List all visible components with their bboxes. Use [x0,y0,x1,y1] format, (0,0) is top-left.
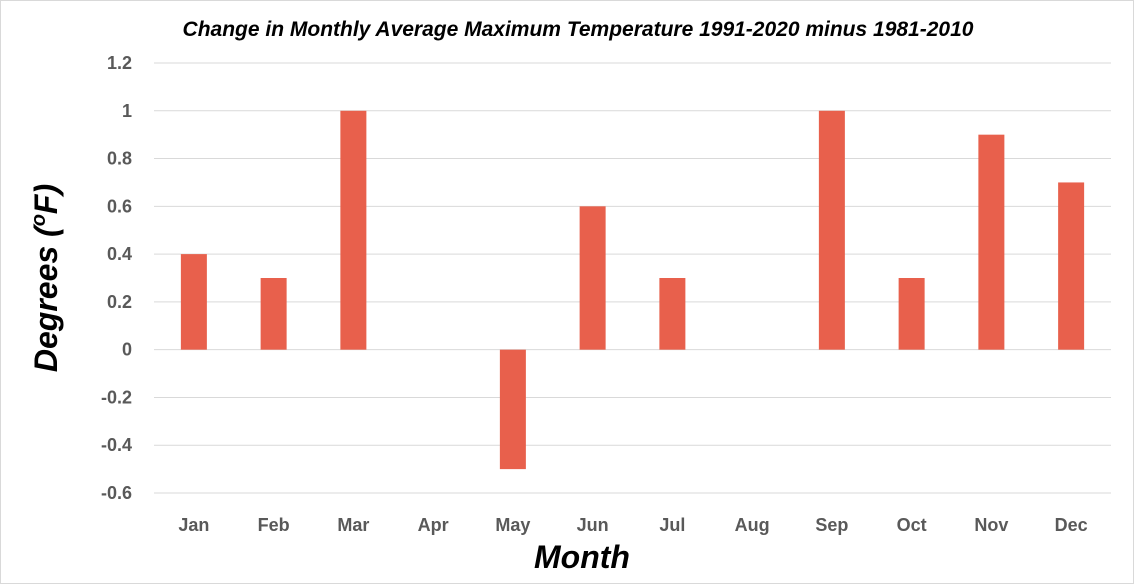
x-tick-label: May [495,515,530,535]
bar-may [499,349,526,470]
x-tick-label: Dec [1055,515,1088,535]
bars [180,110,1085,470]
y-tick-label: 1 [122,101,132,121]
y-tick-label: 0.2 [107,292,132,312]
bar-jan [180,254,207,350]
y-tick-label: 1.2 [107,53,132,73]
x-tick-label: Feb [258,515,290,535]
bar-feb [260,278,287,350]
y-axis-label: Degrees (oF) [28,184,64,372]
x-tick-label: Jun [577,515,609,535]
y-axis-label-main: Degrees ( [28,223,64,372]
bar-nov [978,134,1005,350]
x-tick-labels: Jan Feb Mar Apr May Jun Jul Aug Sep Oct Nov Dec [178,515,1087,535]
y-tick-labels: 1.2 1 0.8 0.6 0.4 0.2 0 -0.2 -0.4 -0.6 [101,53,132,503]
bar-jun [579,206,606,350]
bar-dec [1058,182,1085,350]
y-tick-label: -0.2 [101,387,132,407]
bar-mar [340,110,367,350]
bar-sep [818,110,845,350]
y-axis-label-unit: F) [28,184,64,214]
bar-jul [659,278,686,350]
y-tick-label: 0.8 [107,149,132,169]
x-tick-label: Sep [815,515,848,535]
x-tick-label: Oct [897,515,927,535]
x-tick-label: Jul [659,515,685,535]
x-tick-label: Apr [418,515,449,535]
x-tick-label: Mar [337,515,369,535]
gridlines [154,62,1111,494]
y-tick-label: -0.6 [101,483,132,503]
x-tick-label: Jan [178,515,209,535]
chart-title: Change in Monthly Average Maximum Temper… [183,18,974,41]
x-axis-label: Month [534,539,630,575]
x-tick-label: Nov [974,515,1008,535]
y-tick-label: 0.6 [107,196,132,216]
y-tick-label: -0.4 [101,435,132,455]
x-tick-label: Aug [735,515,770,535]
y-tick-label: 0.4 [107,244,132,264]
bar-oct [898,278,925,350]
y-axis-label-superscript: o [28,214,50,226]
y-tick-label: 0 [122,340,132,360]
